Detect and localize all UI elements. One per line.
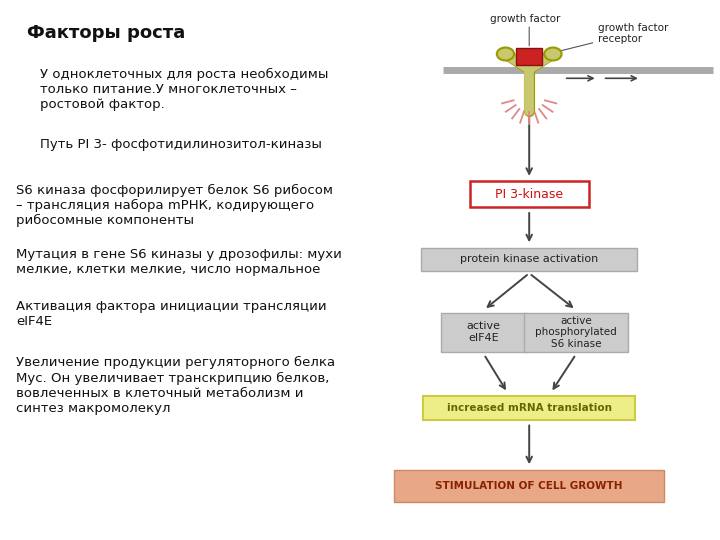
Text: Мутация в гене S6 киназы у дрозофилы: мухи
мелкие, клетки мелкие, число нормальн: Мутация в гене S6 киназы у дрозофилы: му…: [16, 248, 342, 276]
Text: STIMULATION OF CELL GROWTH: STIMULATION OF CELL GROWTH: [436, 481, 623, 491]
Circle shape: [497, 48, 514, 60]
FancyBboxPatch shape: [441, 313, 527, 352]
FancyBboxPatch shape: [469, 181, 589, 207]
FancyBboxPatch shape: [423, 395, 636, 420]
Circle shape: [544, 48, 562, 60]
Text: Активация фактора инициации трансляции
eIF4E: Активация фактора инициации трансляции e…: [16, 300, 326, 328]
FancyBboxPatch shape: [395, 470, 665, 502]
Text: protein kinase activation: protein kinase activation: [460, 254, 598, 264]
Text: active
phosphorylated
S6 kinase: active phosphorylated S6 kinase: [535, 315, 617, 349]
Text: S6 киназа фосфорилирует белок S6 рибосом
– трансляция набора mРНК, кодирующего
р: S6 киназа фосфорилирует белок S6 рибосом…: [16, 184, 333, 227]
Text: Путь PI 3- фосфотидилинозитол-киназы: Путь PI 3- фосфотидилинозитол-киназы: [40, 138, 321, 151]
FancyBboxPatch shape: [516, 48, 542, 65]
Text: PI 3-kinase: PI 3-kinase: [495, 188, 563, 201]
Text: growth factor
receptor: growth factor receptor: [598, 23, 668, 44]
FancyBboxPatch shape: [421, 248, 637, 271]
FancyBboxPatch shape: [524, 313, 628, 352]
Text: active
eIF4E: active eIF4E: [467, 321, 501, 343]
Text: У одноклеточных для роста необходимы
только питание.У многоклеточных –
ростовой : У одноклеточных для роста необходимы тол…: [40, 68, 328, 111]
Text: growth factor: growth factor: [490, 14, 561, 24]
Text: increased mRNA translation: increased mRNA translation: [446, 403, 612, 413]
Text: Факторы роста: Факторы роста: [27, 24, 186, 42]
Text: Увеличение продукции регуляторного белка
Мус. Он увеличивает транскрипцию белков: Увеличение продукции регуляторного белка…: [16, 356, 335, 415]
